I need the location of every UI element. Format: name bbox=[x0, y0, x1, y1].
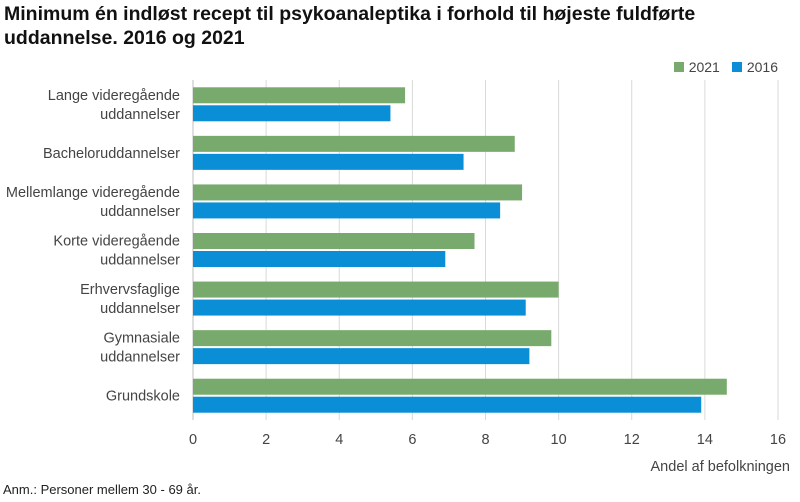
bar-2021-1 bbox=[193, 135, 515, 152]
x-tick-label-8: 8 bbox=[481, 432, 489, 448]
x-tick-label-2: 2 bbox=[262, 432, 270, 448]
bar-2021-0 bbox=[193, 87, 406, 104]
category-label-line: Erhvervsfaglige bbox=[80, 282, 180, 298]
bar-2016-1 bbox=[193, 153, 464, 170]
legend-swatch-2021 bbox=[673, 62, 684, 72]
x-tick-label-14: 14 bbox=[697, 432, 713, 448]
bar-2016-4 bbox=[193, 299, 526, 316]
x-tick-label-16: 16 bbox=[770, 432, 786, 448]
category-label-line: Grundskole bbox=[106, 389, 180, 405]
category-label-line: uddannelser bbox=[100, 204, 180, 220]
category-label-6: Grundskole bbox=[106, 389, 180, 405]
bar-2021-5 bbox=[193, 330, 552, 347]
category-label-5: Gymnasiale uddannelser bbox=[100, 331, 180, 366]
chart-title: Minimum én indløst recept til psykoanale… bbox=[4, 3, 696, 49]
legend: 2021 2016 bbox=[662, 59, 778, 75]
footnote: Anm.: Personer mellem 30 - 69 år. bbox=[3, 482, 201, 497]
category-label-line: Lange videregående bbox=[48, 88, 180, 104]
legend-item-2016: 2016 bbox=[731, 59, 778, 75]
bar-2021-6 bbox=[193, 378, 727, 395]
bar-2016-2 bbox=[193, 202, 501, 219]
bar-2016-6 bbox=[193, 396, 702, 413]
legend-label-2021: 2021 bbox=[688, 59, 720, 75]
category-label-line: uddannelser bbox=[100, 253, 180, 269]
bar-2021-2 bbox=[193, 184, 523, 201]
category-label-line: uddannelser bbox=[100, 350, 180, 366]
category-label-0: Lange videregående uddannelser bbox=[48, 88, 180, 123]
category-label-2: Mellemlange videregående uddannelser bbox=[6, 185, 180, 220]
category-label-line: Bacheloruddannelser bbox=[43, 146, 180, 162]
category-label-4: Erhvervsfaglige uddannelser bbox=[80, 282, 180, 317]
category-label-1: Bacheloruddannelser bbox=[43, 146, 180, 162]
category-label-line: Gymnasiale bbox=[103, 331, 180, 347]
category-label-line: uddannelser bbox=[100, 107, 180, 123]
category-label-3: Korte videregående uddannelser bbox=[53, 234, 180, 269]
legend-swatch-2016 bbox=[731, 62, 742, 72]
bar-2016-5 bbox=[193, 348, 530, 365]
legend-item-2021: 2021 bbox=[673, 59, 720, 75]
bar-2021-4 bbox=[193, 281, 559, 298]
category-label-line: uddannelser bbox=[100, 301, 180, 317]
x-axis-title: Andel af befolkningen bbox=[651, 459, 790, 475]
bar-2016-3 bbox=[193, 251, 446, 267]
legend-label-2016: 2016 bbox=[746, 59, 778, 75]
category-label-line: Mellemlange videregående bbox=[6, 185, 180, 201]
x-tick-label-6: 6 bbox=[408, 432, 416, 448]
bar-2021-3 bbox=[193, 233, 475, 249]
bar-2016-0 bbox=[193, 105, 391, 122]
x-tick-label-4: 4 bbox=[335, 432, 343, 448]
x-tick-label-10: 10 bbox=[551, 432, 567, 448]
x-tick-label-0: 0 bbox=[189, 432, 197, 448]
x-tick-label-12: 12 bbox=[624, 432, 640, 448]
category-label-line: Korte videregående bbox=[53, 234, 180, 250]
